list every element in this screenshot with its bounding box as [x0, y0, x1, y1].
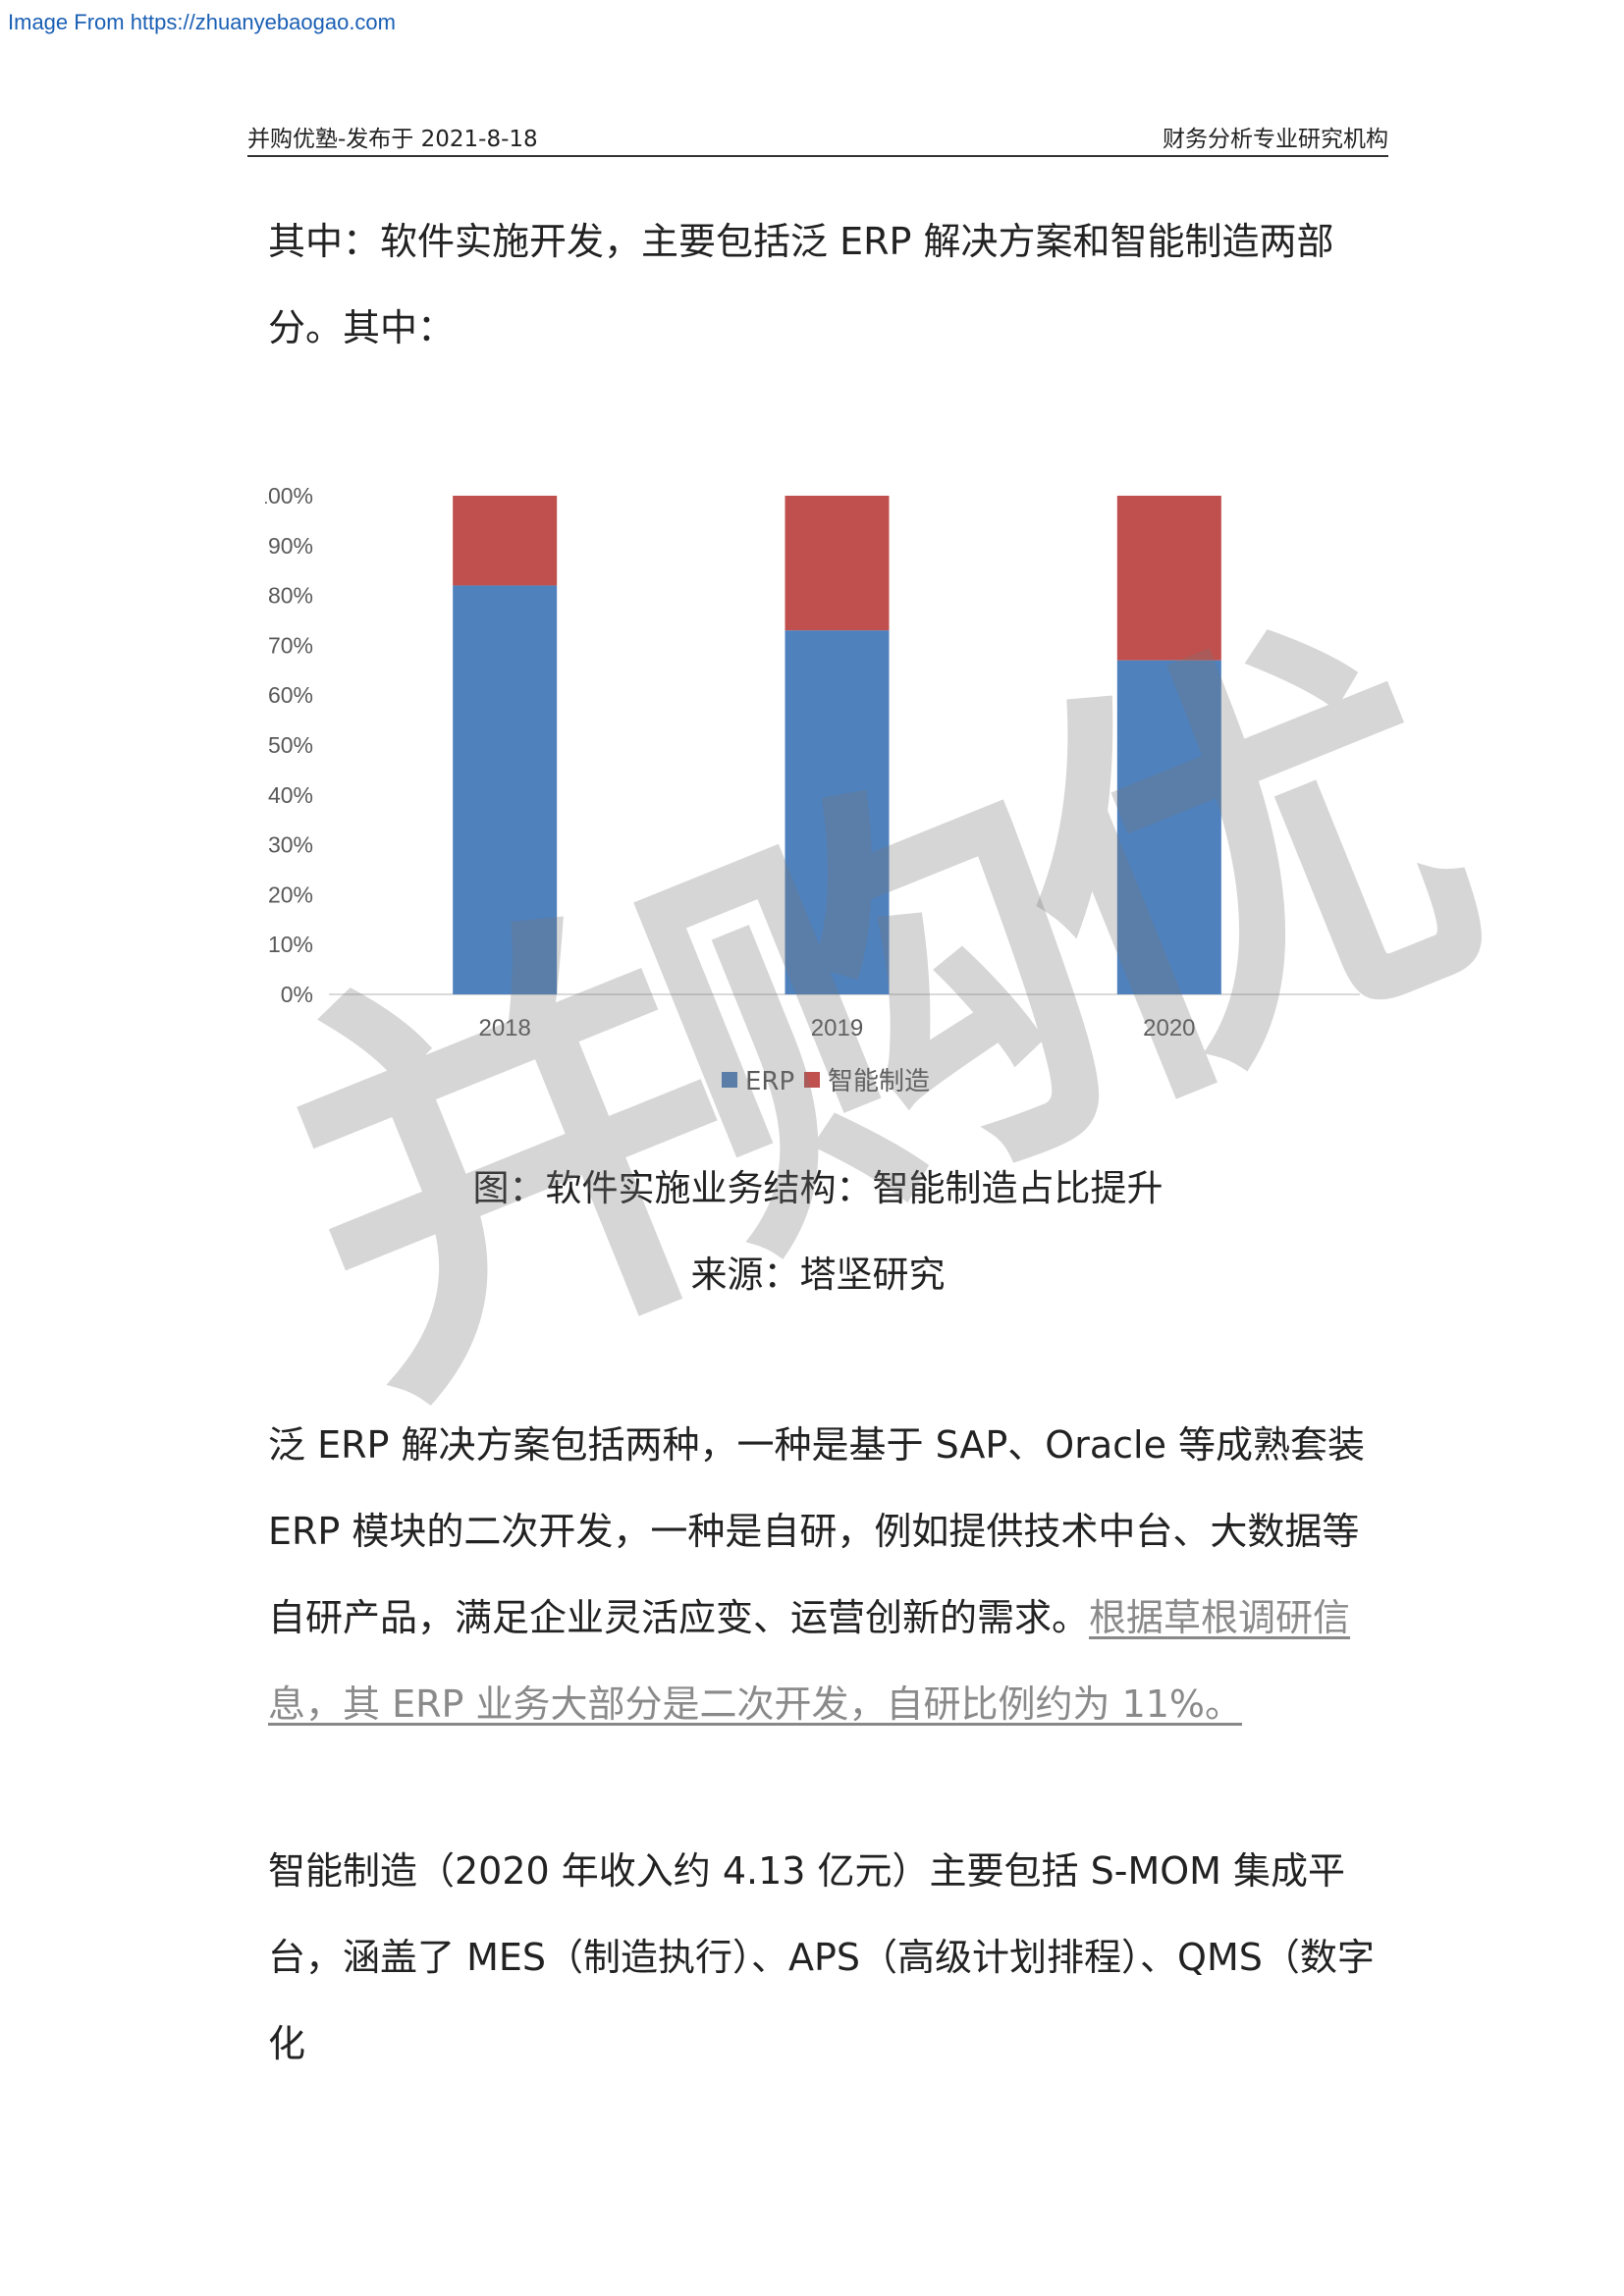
- legend-swatch: [722, 1072, 737, 1088]
- paragraph-erp: 泛 ERP 解决方案包括两种，一种是基于 SAP、Oracle 等成熟套装 ER…: [268, 1402, 1378, 1747]
- legend-label: ERP: [745, 1067, 794, 1096]
- header-left-text: 并购优塾-发布于 2021-8-18: [247, 120, 538, 153]
- header-right-text: 财务分析专业研究机构: [1163, 120, 1388, 153]
- paragraph-smart-manufacturing: 智能制造（2020 年收入约 4.13 亿元）主要包括 S-MOM 集成平台，涵…: [268, 1828, 1378, 2087]
- bar-segment-smart-manufacturing: [453, 496, 557, 585]
- y-tick-label: 80%: [268, 583, 313, 609]
- bar-segment-erp: [785, 630, 890, 994]
- y-tick-label: 10%: [268, 932, 313, 957]
- bar-segment-smart-manufacturing: [1117, 496, 1221, 661]
- legend-label: 智能制造: [828, 1067, 930, 1096]
- chart-svg: 0% 10% 20% 30% 40% 50% 60% 70% 80% 90% 100% 2018 201…: [265, 471, 1384, 1119]
- stacked-bar-chart: 0% 10% 20% 30% 40% 50% 60% 70% 80% 90% 100% 2018 201…: [265, 471, 1384, 1119]
- y-tick-label: 40%: [268, 782, 313, 808]
- bar-segment-smart-manufacturing: [785, 496, 890, 630]
- paragraph-intro: 其中：软件实施开发，主要包括泛 ERP 解决方案和智能制造两部分。其中：: [268, 198, 1378, 371]
- y-tick-label: 60%: [268, 682, 313, 708]
- y-tick-label: 70%: [268, 632, 313, 658]
- y-tick-label: 100%: [265, 483, 313, 508]
- y-tick-label: 50%: [268, 732, 313, 758]
- legend-swatch: [804, 1072, 820, 1088]
- figure-source: 来源：塔坚研究: [247, 1245, 1388, 1298]
- x-tick-label: 2020: [1143, 1015, 1195, 1041]
- y-tick-label: 30%: [268, 832, 313, 858]
- y-tick-label: 20%: [268, 881, 313, 907]
- x-tick-label: 2018: [478, 1015, 530, 1041]
- x-tick-label: 2019: [811, 1015, 863, 1041]
- y-tick-label: 90%: [268, 533, 313, 559]
- y-tick-label: 0%: [281, 982, 313, 1007]
- page-header: 并购优塾-发布于 2021-8-18 财务分析专业研究机构: [247, 116, 1388, 157]
- bar-segment-erp: [1117, 661, 1221, 994]
- figure-caption: 图：软件实施业务结构：智能制造占比提升: [247, 1158, 1388, 1211]
- bar-segment-erp: [453, 585, 557, 994]
- source-link[interactable]: Image From https://zhuanyebaogao.com: [8, 10, 396, 35]
